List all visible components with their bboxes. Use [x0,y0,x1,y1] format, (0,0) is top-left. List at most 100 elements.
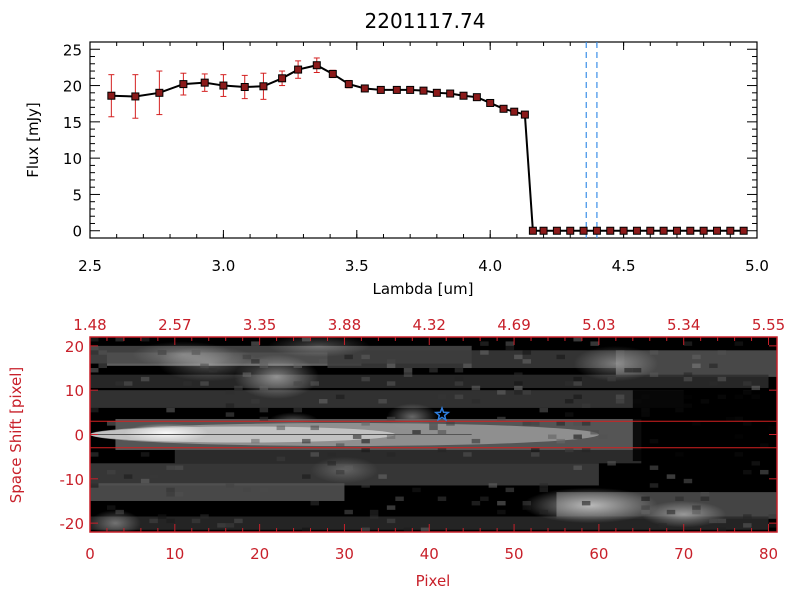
spectrum-point [240,83,249,92]
image-y-axis-label: Space Shift [pixel] [7,367,25,504]
image-noise-pixel [437,496,447,501]
image-noise-pixel [666,509,676,515]
image-top-tick-label: 3.35 [243,316,276,334]
image-noise-pixel [302,337,311,342]
image-noise-pixel [251,399,260,404]
image-y-tick-label: 10 [65,382,84,400]
image-noise-pixel [234,518,243,524]
image-noise-pixel [437,447,447,453]
spectrum-plot: 2.5 3.0 3.5 4.0 4.5 5.0 0 5 10 15 20 25 [63,41,769,275]
image-noise-pixel [293,363,303,369]
image-noise-pixel [497,509,506,515]
image-noise-pixel [293,407,303,413]
image-noise-pixel [140,337,150,342]
spectrum-ticks: 2.5 3.0 3.5 4.0 4.5 5.0 0 5 10 15 20 25 [63,41,769,275]
image-noise-pixel [302,474,311,479]
image-noise-pixel [361,421,370,426]
image-top-tick-label: 5.34 [667,316,700,334]
spectrum-y-axis-label: Flux [mJy] [24,102,42,178]
image-noise-pixel [556,438,565,444]
spectrum-y-tick-label: 10 [63,150,82,168]
image-noise-pixel [191,350,201,355]
image-noise-pixel [115,509,124,515]
spectrum-point [672,226,681,235]
slit-lines [90,406,777,449]
image-noise-pixel [310,500,319,506]
spectrum-y-tick-label: 0 [72,223,82,241]
image-noise-pixel [692,505,701,510]
image-top-tick-label: 3.88 [328,316,361,334]
image-noise-pixel [505,487,515,493]
chart-title: 2201117.74 [365,9,486,33]
spectrum-plot-frame [89,41,758,239]
image-x-tick-label: 10 [165,545,184,563]
image-x-tick-label: 40 [420,545,439,563]
image-noise-pixel [429,368,438,373]
image-noise-pixel [666,474,676,479]
image-background-band [174,450,642,464]
spectrum-point [579,226,588,235]
image-noise-pixel [200,381,209,386]
image-noise-pixel [90,368,99,373]
spectrum-point [552,226,561,235]
image-noise-pixel [166,465,175,470]
image-noise-pixel [344,465,353,470]
image-noise-pixel [522,359,532,364]
image-noise-pixel [106,469,116,475]
image-noise-pixel [166,518,175,524]
spectrum-point [520,110,529,119]
image-noise-pixel [378,399,387,404]
image-noise-pixel [683,341,693,346]
image-noise-pixel [361,438,370,444]
image-noise-pixel [615,399,625,404]
image-noise-pixel [302,438,311,444]
image-noise-pixel [768,514,777,519]
spectrum-point [107,91,116,100]
image-noise-pixel [242,354,252,360]
spectrum-point [459,91,468,100]
image-noise-pixel [573,434,582,439]
image-source-blob [641,500,727,528]
image-noise-pixel [531,421,540,426]
image-noise-pixel [437,394,447,400]
image-noise-pixel [386,363,396,369]
image-source-blob [90,509,141,532]
image-background-band [327,350,625,369]
image-noise-pixel [590,430,599,435]
image-noise-pixel [581,403,591,408]
image-noise-pixel [641,509,650,515]
image-noise-pixel [259,363,269,369]
image-x-tick-label: 30 [335,545,354,563]
image-noise-pixel [386,505,396,510]
spectrum-point [632,226,641,235]
image-noise-pixel [183,381,192,386]
image-noise-pixel [471,438,481,444]
image-noise-pixel [327,452,336,457]
image-noise-pixel [106,421,116,426]
image-noise-pixel [463,452,472,457]
image-noise-pixel [225,403,235,408]
image-noise-pixel [403,527,413,532]
image-noise-pixel [573,376,582,382]
spectrum-point [686,226,695,235]
image-top-tick-label: 5.55 [752,316,785,334]
image-noise-pixel [259,385,269,391]
image-noise-pixel [90,452,99,457]
image-noise-pixel [437,430,447,435]
image-noise-pixel [166,487,175,493]
spectrum-point [510,107,519,116]
image-x-tick-label: 50 [505,545,524,563]
image-noise-pixel [386,359,396,364]
spectrum-x-tick-label: 4.5 [612,257,636,275]
image-noise-pixel [641,496,650,501]
image-noise-pixel [90,350,99,355]
spectrum-point [376,85,385,94]
image-noise-pixel [581,421,591,426]
image-noise-pixel [649,350,659,355]
image-noise-pixel [157,350,167,355]
image-noise-pixel [488,483,498,488]
image-noise-pixel [90,407,99,413]
image-noise-pixel [480,350,489,355]
image-noise-pixel [276,425,286,431]
image-noise-pixel [497,416,506,422]
